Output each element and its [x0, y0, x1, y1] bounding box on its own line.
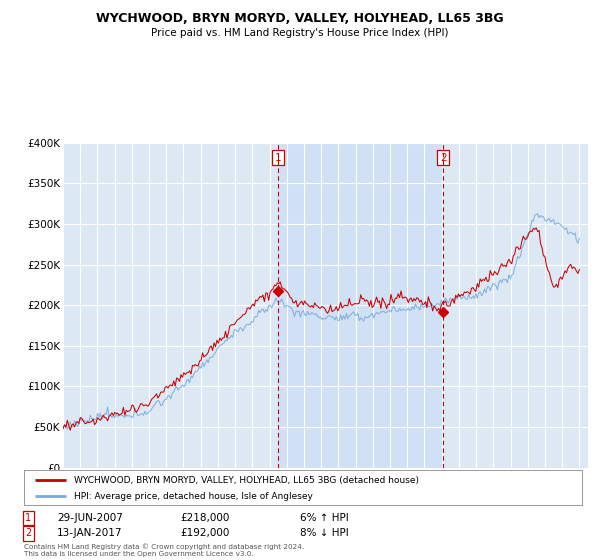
- Text: WYCHWOOD, BRYN MORYD, VALLEY, HOLYHEAD, LL65 3BG: WYCHWOOD, BRYN MORYD, VALLEY, HOLYHEAD, …: [96, 12, 504, 25]
- Text: HPI: Average price, detached house, Isle of Anglesey: HPI: Average price, detached house, Isle…: [74, 492, 313, 501]
- Text: 13-JAN-2017: 13-JAN-2017: [57, 528, 122, 538]
- Bar: [278, 143, 443, 468]
- Text: £218,000: £218,000: [180, 513, 229, 523]
- Text: Price paid vs. HM Land Registry's House Price Index (HPI): Price paid vs. HM Land Registry's House …: [151, 28, 449, 38]
- Text: 8% ↓ HPI: 8% ↓ HPI: [300, 528, 349, 538]
- Text: £192,000: £192,000: [180, 528, 229, 538]
- Text: 6% ↑ HPI: 6% ↑ HPI: [300, 513, 349, 523]
- Text: WYCHWOOD, BRYN MORYD, VALLEY, HOLYHEAD, LL65 3BG (detached house): WYCHWOOD, BRYN MORYD, VALLEY, HOLYHEAD, …: [74, 475, 419, 484]
- Text: Contains HM Land Registry data © Crown copyright and database right 2024.
This d: Contains HM Land Registry data © Crown c…: [24, 544, 304, 557]
- Text: 29-JUN-2007: 29-JUN-2007: [57, 513, 123, 523]
- Text: 1: 1: [275, 152, 281, 162]
- Text: 2: 2: [25, 528, 31, 538]
- Text: 2: 2: [440, 152, 446, 162]
- Text: 1: 1: [25, 513, 31, 523]
